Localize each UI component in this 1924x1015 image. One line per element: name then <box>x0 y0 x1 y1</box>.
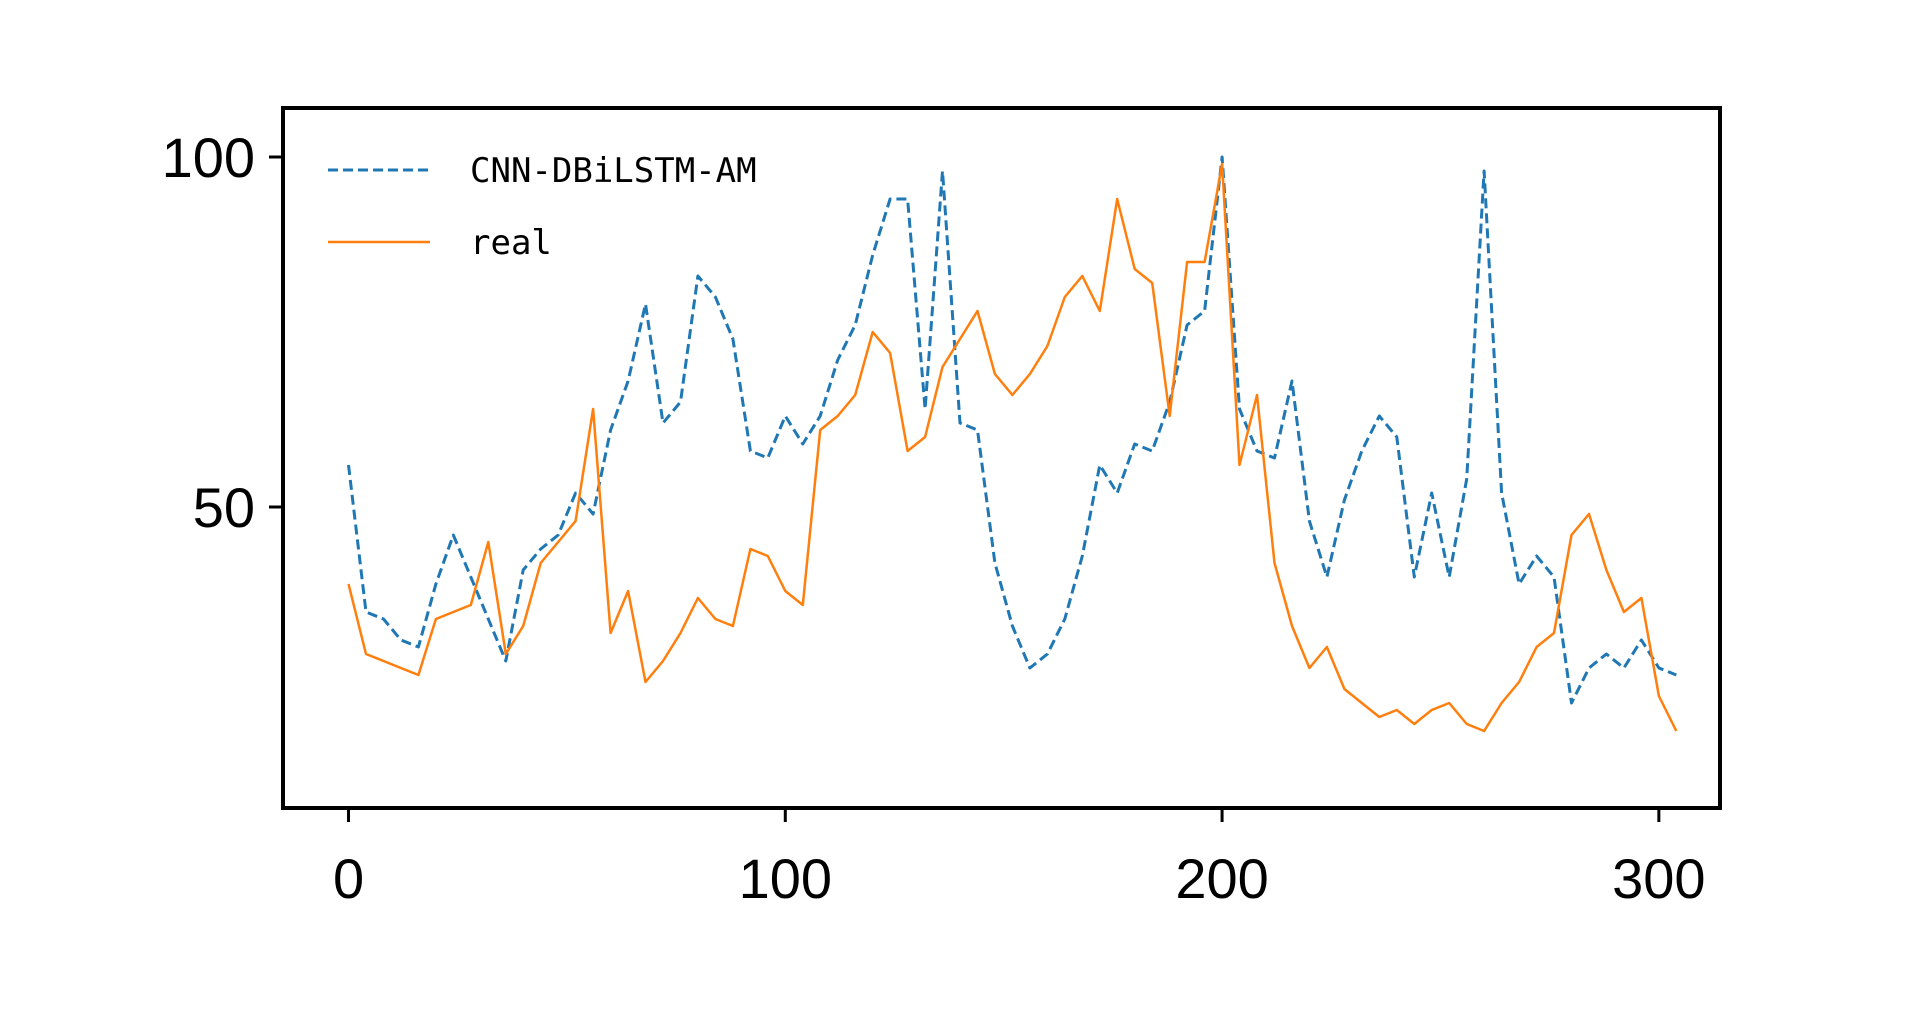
x-tick-label: 100 <box>739 847 832 910</box>
plot-frame <box>281 106 1722 810</box>
y-axis: 50 100 <box>162 126 283 539</box>
series-line-2 <box>347 162 1678 733</box>
legend: CNN-DBiLSTM-AM real <box>328 151 757 263</box>
series-layer <box>347 155 1678 733</box>
x-tick-label: 300 <box>1612 847 1705 910</box>
x-tick-label: 0 <box>333 847 364 910</box>
x-tick-label: 200 <box>1175 847 1268 910</box>
x-axis: 0 100 200 300 <box>333 808 1706 910</box>
y-tick-label: 50 <box>193 476 255 539</box>
y-tick-label: 100 <box>162 126 255 189</box>
series-line-1 <box>347 155 1677 705</box>
plot-background <box>283 108 1720 808</box>
legend-label-1: CNN-DBiLSTM-AM <box>470 151 757 191</box>
legend-label-2: real <box>470 223 552 263</box>
